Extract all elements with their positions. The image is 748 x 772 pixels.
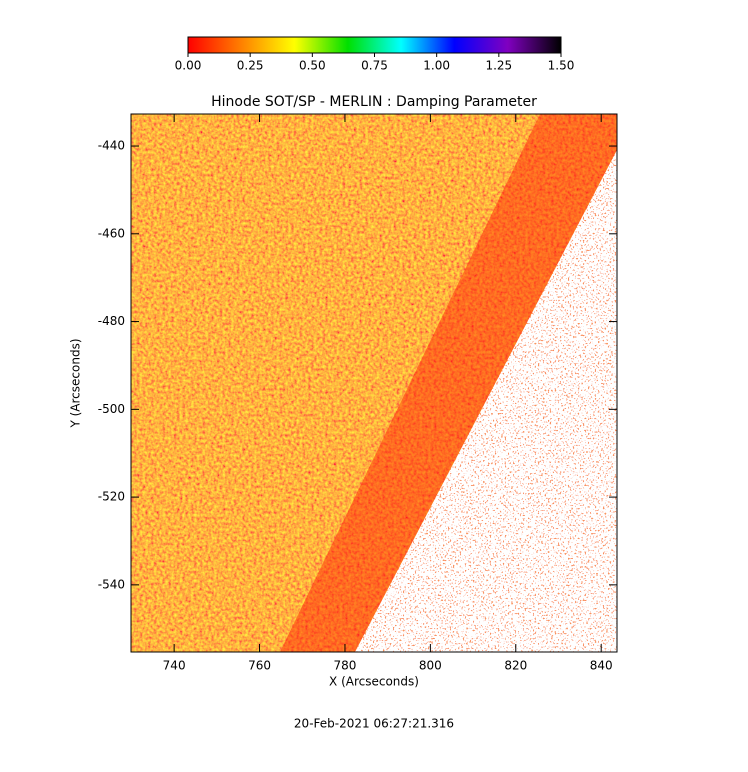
colorbar-tick-label: 1.50 <box>548 59 575 73</box>
y-tick-label: -520 <box>98 490 125 504</box>
x-axis-label: X (Arcseconds) <box>329 675 419 689</box>
colorbar-tick-label: 0.00 <box>175 59 202 73</box>
colorbar-tick-label: 0.50 <box>299 59 326 73</box>
colorbar-tick-label: 1.25 <box>485 59 512 73</box>
x-tick-label: 760 <box>248 659 271 673</box>
x-tick-label: 800 <box>419 659 442 673</box>
y-tick-label: -460 <box>98 226 125 240</box>
plot-frame <box>130 113 618 653</box>
image <box>131 114 617 652</box>
y-tick-label: -500 <box>98 402 125 416</box>
y-axis-label: Y (Arcseconds) <box>69 338 83 428</box>
x-tick-label: 820 <box>504 659 527 673</box>
x-tick-label: 780 <box>334 659 357 673</box>
chart-title: Hinode SOT/SP - MERLIN : Damping Paramet… <box>211 94 537 110</box>
y-tick-label: -540 <box>98 577 125 591</box>
y-tick-label: -440 <box>98 139 125 153</box>
colorbar <box>187 36 562 54</box>
colorbar-tick-label: 1.00 <box>423 59 450 73</box>
x-tick-label: 740 <box>163 659 186 673</box>
colorbar-tick-label: 0.75 <box>361 59 388 73</box>
x-tick-label: 840 <box>590 659 613 673</box>
footer: 20-Feb-2021 06:27:21.316 <box>294 717 454 731</box>
colorbar-tick-label: 0.25 <box>237 59 264 73</box>
y-tick-label: -480 <box>98 314 125 328</box>
